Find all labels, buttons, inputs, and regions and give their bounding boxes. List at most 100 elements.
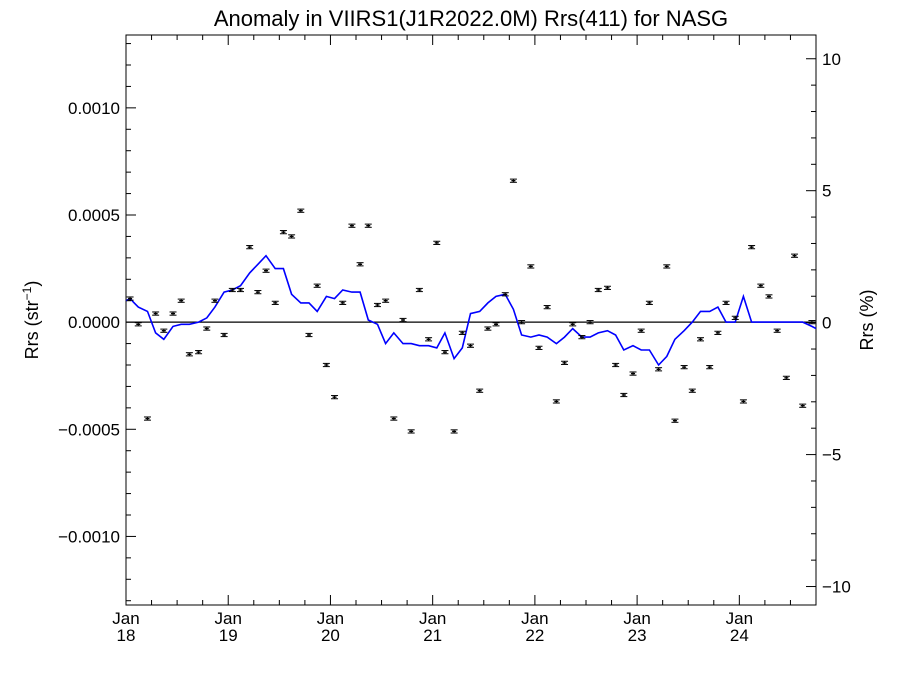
data-point xyxy=(152,311,160,316)
x-tick-year: 23 xyxy=(628,626,647,645)
data-point xyxy=(782,375,790,380)
data-point xyxy=(169,311,177,316)
y2-tick-label: 0 xyxy=(822,314,831,333)
data-point xyxy=(629,371,637,376)
x-tick-month: Jan xyxy=(623,609,650,628)
data-point xyxy=(305,332,313,338)
data-point xyxy=(356,262,364,267)
data-point xyxy=(594,287,602,293)
data-point xyxy=(203,326,211,331)
data-point xyxy=(195,350,203,355)
data-point xyxy=(612,362,620,368)
data-point xyxy=(271,300,279,305)
data-point xyxy=(706,365,714,370)
data-point xyxy=(757,283,765,288)
data-point xyxy=(279,230,287,235)
data-point xyxy=(373,302,381,308)
y2-tick-label: 10 xyxy=(822,50,841,69)
data-point xyxy=(501,292,509,297)
data-point xyxy=(254,290,262,295)
data-point xyxy=(696,337,704,342)
data-point xyxy=(160,328,168,333)
data-point xyxy=(765,294,773,299)
data-point xyxy=(714,330,722,335)
data-point xyxy=(637,328,645,333)
data-point xyxy=(288,234,296,239)
data-point xyxy=(399,317,407,323)
y-tick-label: 0.0000 xyxy=(68,313,120,332)
data-point xyxy=(458,330,466,335)
y-axis-label: Rrs (str−1) xyxy=(20,281,42,360)
data-point xyxy=(143,416,151,421)
data-point xyxy=(492,322,500,327)
y-tick-label: −0.0010 xyxy=(58,527,120,546)
data-point xyxy=(748,245,756,250)
y-tick-label: 0.0005 xyxy=(68,206,120,225)
data-point xyxy=(509,178,517,183)
data-point xyxy=(739,399,747,404)
x-tick-year: 24 xyxy=(730,626,749,645)
data-point xyxy=(425,337,433,342)
data-point xyxy=(211,298,219,303)
data-point xyxy=(228,287,236,293)
y-tick-label: 0.0010 xyxy=(68,99,120,118)
data-point xyxy=(680,365,688,370)
x-tick-year: 18 xyxy=(117,626,136,645)
data-point xyxy=(603,285,611,290)
data-point xyxy=(791,253,799,258)
trend-line xyxy=(125,254,817,367)
data-point xyxy=(382,298,390,303)
x-tick-month: Jan xyxy=(317,609,344,628)
y2-tick-label: −10 xyxy=(822,578,851,597)
y2-tick-label: −5 xyxy=(822,446,841,465)
data-point xyxy=(543,305,551,310)
data-point xyxy=(220,332,228,338)
x-tick-year: 21 xyxy=(423,626,442,645)
data-point xyxy=(236,287,244,293)
data-point xyxy=(177,298,185,303)
data-point xyxy=(364,223,372,228)
data-point xyxy=(339,300,347,305)
data-point xyxy=(246,245,254,250)
data-point xyxy=(808,320,816,325)
x-tick-month: Jan xyxy=(419,609,446,628)
data-point xyxy=(297,208,305,213)
data-point xyxy=(527,264,535,269)
right-axis: 10 5 0 −5 −10 xyxy=(806,50,851,597)
data-point xyxy=(415,287,423,293)
x-tick-month: Jan xyxy=(521,609,548,628)
data-point xyxy=(663,264,671,269)
data-point xyxy=(331,395,339,400)
data-point xyxy=(134,322,142,327)
data-point xyxy=(655,367,663,372)
data-point xyxy=(450,429,458,434)
data-point xyxy=(441,350,449,355)
data-point xyxy=(348,223,356,228)
data-point xyxy=(688,388,696,393)
x-tick-month: Jan xyxy=(726,609,753,628)
x-tick-year: 19 xyxy=(219,626,238,645)
data-point xyxy=(722,300,730,305)
anomaly-points xyxy=(126,178,816,434)
data-point xyxy=(322,362,330,368)
data-point xyxy=(185,352,193,357)
data-point xyxy=(586,320,594,325)
data-point xyxy=(561,360,569,365)
data-point xyxy=(476,388,484,393)
data-point xyxy=(645,300,653,305)
x-tick-year: 22 xyxy=(525,626,544,645)
x-tick-year: 20 xyxy=(321,626,340,645)
data-point xyxy=(518,320,526,325)
data-point xyxy=(799,403,807,408)
data-point xyxy=(390,416,398,421)
data-point xyxy=(552,399,560,404)
data-point xyxy=(620,392,628,398)
data-point xyxy=(126,296,134,301)
chart-title: Anomaly in VIIRS1(J1R2022.0M) Rrs(411) f… xyxy=(214,6,728,31)
data-point xyxy=(433,240,441,245)
plot-frame xyxy=(125,34,817,606)
data-point xyxy=(671,418,679,423)
data-point xyxy=(578,335,586,340)
anomaly-trend-line xyxy=(125,254,817,367)
